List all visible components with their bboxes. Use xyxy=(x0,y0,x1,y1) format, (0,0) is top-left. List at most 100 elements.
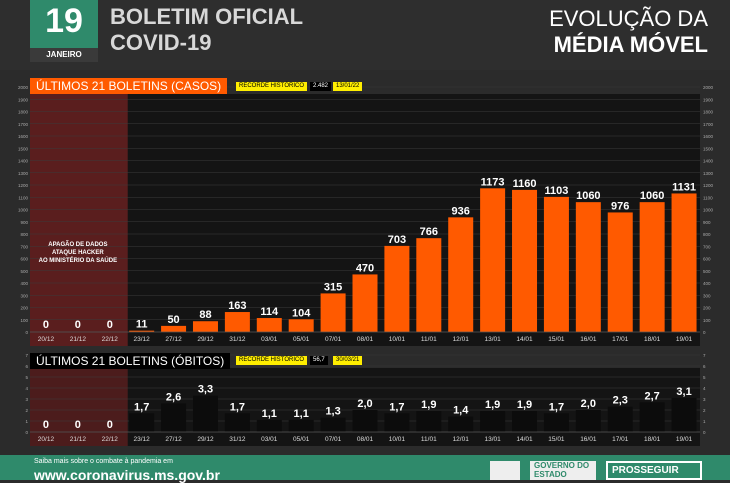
cases-ytick-right: 1000 xyxy=(703,208,714,213)
cases-ytick-left: 900 xyxy=(20,220,28,225)
deaths-xtick: 08/01 xyxy=(357,436,374,443)
deaths-bar xyxy=(480,411,506,432)
deaths-bar xyxy=(512,411,538,432)
deaths-xtick: 18/01 xyxy=(644,436,661,443)
cases-xtick: 05/01 xyxy=(293,336,310,343)
cases-data-label: 0 xyxy=(75,319,81,331)
cases-bar xyxy=(352,274,378,332)
deaths-ytick-left: 3 xyxy=(25,397,28,402)
cases-data-label: 936 xyxy=(452,205,470,217)
deaths-section-title: ÚLTIMOS 21 BOLETINS (ÓBITOS) xyxy=(30,353,231,369)
deaths-record-value: 56,7 xyxy=(310,356,328,365)
cases-bar xyxy=(192,321,218,332)
cases-ytick-left: 1400 xyxy=(18,159,29,164)
cases-ytick-left: 1800 xyxy=(18,110,29,115)
cases-ytick-left: 200 xyxy=(20,306,28,311)
cases-data-label: 0 xyxy=(43,319,49,331)
deaths-xtick: 17/01 xyxy=(612,436,629,443)
deaths-data-label: 1,1 xyxy=(294,408,309,420)
cases-ytick-right: 1300 xyxy=(703,171,714,176)
deaths-bar xyxy=(543,413,569,432)
cases-ytick-right: 1800 xyxy=(703,110,714,115)
cases-bar xyxy=(129,330,155,332)
page-title-line1: EVOLUÇÃO DA xyxy=(549,6,708,31)
cases-ytick-left: 300 xyxy=(20,293,28,298)
cases-bar xyxy=(543,196,569,332)
cases-bar xyxy=(288,319,314,332)
deaths-bar xyxy=(352,410,378,432)
cases-ytick-left: 1500 xyxy=(18,146,29,151)
cases-record-label: RECORDE HISTÓRICO xyxy=(236,82,308,91)
cases-xtick: 20/12 xyxy=(38,336,55,343)
deaths-xtick: 07/01 xyxy=(325,436,342,443)
cases-data-label: 315 xyxy=(324,281,342,293)
cases-xtick: 21/12 xyxy=(70,336,87,343)
cases-ytick-right: 1400 xyxy=(703,159,714,164)
cases-ytick-right: 1200 xyxy=(703,183,714,188)
cases-data-label: 1160 xyxy=(513,178,537,190)
deaths-bar xyxy=(607,406,633,432)
deaths-ytick-left: 6 xyxy=(25,364,28,369)
deaths-data-label: 1,7 xyxy=(134,401,149,413)
deaths-ytick-left: 7 xyxy=(25,353,28,358)
cases-bar xyxy=(416,238,442,332)
cases-section-title: ÚLTIMOS 21 BOLETINS (CASOS) xyxy=(30,78,228,94)
deaths-record-label: RECORDE HISTÓRICO xyxy=(236,356,308,365)
cases-bar xyxy=(512,189,538,332)
deaths-bar xyxy=(288,419,314,432)
cases-ytick-right: 0 xyxy=(703,330,706,335)
cases-xtick: 13/01 xyxy=(484,336,501,343)
deaths-record-date: 30/03/21 xyxy=(333,356,363,365)
cases-ytick-left: 700 xyxy=(20,244,28,249)
page-title-line2: MÉDIA MÓVEL xyxy=(553,32,708,57)
cases-record-date: 13/01/22 xyxy=(333,82,363,91)
deaths-data-label: 1,9 xyxy=(421,399,436,411)
footer-url-link[interactable]: www.coronavirus.ms.gov.br xyxy=(34,467,220,483)
deaths-bar xyxy=(161,403,187,432)
cases-ytick-right: 1700 xyxy=(703,122,714,127)
cases-xtick: 12/01 xyxy=(453,336,470,343)
deaths-bar xyxy=(256,419,282,432)
cases-xtick: 11/01 xyxy=(421,336,437,343)
deaths-bar xyxy=(639,402,665,432)
deaths-xtick: 05/01 xyxy=(293,436,310,443)
deaths-bar xyxy=(192,395,218,432)
cases-ytick-left: 1900 xyxy=(18,97,29,102)
deaths-data-label: 1,1 xyxy=(262,408,277,420)
deaths-xtick: 22/12 xyxy=(102,436,119,443)
cases-ytick-right: 600 xyxy=(703,257,711,262)
cases-bar xyxy=(224,312,250,332)
cases-bar xyxy=(575,202,601,332)
cases-ytick-left: 1000 xyxy=(18,208,29,213)
cases-data-label: 0 xyxy=(107,319,113,331)
cases-data-label: 104 xyxy=(292,307,311,319)
cases-bar xyxy=(384,245,410,332)
month-label: JANEIRO xyxy=(30,48,98,62)
deaths-bar xyxy=(416,411,442,432)
cases-ytick-right: 400 xyxy=(703,281,711,286)
deaths-ytick-right: 4 xyxy=(703,386,706,391)
cases-ytick-right: 2000 xyxy=(703,85,714,90)
deaths-bar xyxy=(320,417,346,432)
cases-xtick: 07/01 xyxy=(325,336,342,343)
deaths-bar xyxy=(575,410,601,432)
cases-ytick-left: 100 xyxy=(20,318,28,323)
deaths-bar xyxy=(224,413,250,432)
deaths-data-label: 0 xyxy=(107,419,113,431)
cases-bar xyxy=(639,202,665,332)
deaths-data-label: 2,0 xyxy=(357,398,372,410)
deaths-ytick-right: 1 xyxy=(703,419,706,424)
deaths-hacker-zone xyxy=(30,368,128,446)
deaths-xtick: 29/12 xyxy=(197,436,214,443)
cases-xtick: 17/01 xyxy=(612,336,629,343)
deaths-xtick: 14/01 xyxy=(516,436,533,443)
cases-data-label: 1173 xyxy=(481,176,505,188)
footer: Saiba mais sobre o combate à pandemia em… xyxy=(0,455,730,483)
cases-data-label: 1060 xyxy=(640,190,664,202)
cases-ytick-right: 700 xyxy=(703,244,711,249)
cases-xtick: 29/12 xyxy=(197,336,214,343)
cases-data-label: 88 xyxy=(199,309,211,321)
cases-ytick-right: 1600 xyxy=(703,134,714,139)
cases-xtick: 19/01 xyxy=(676,336,693,343)
